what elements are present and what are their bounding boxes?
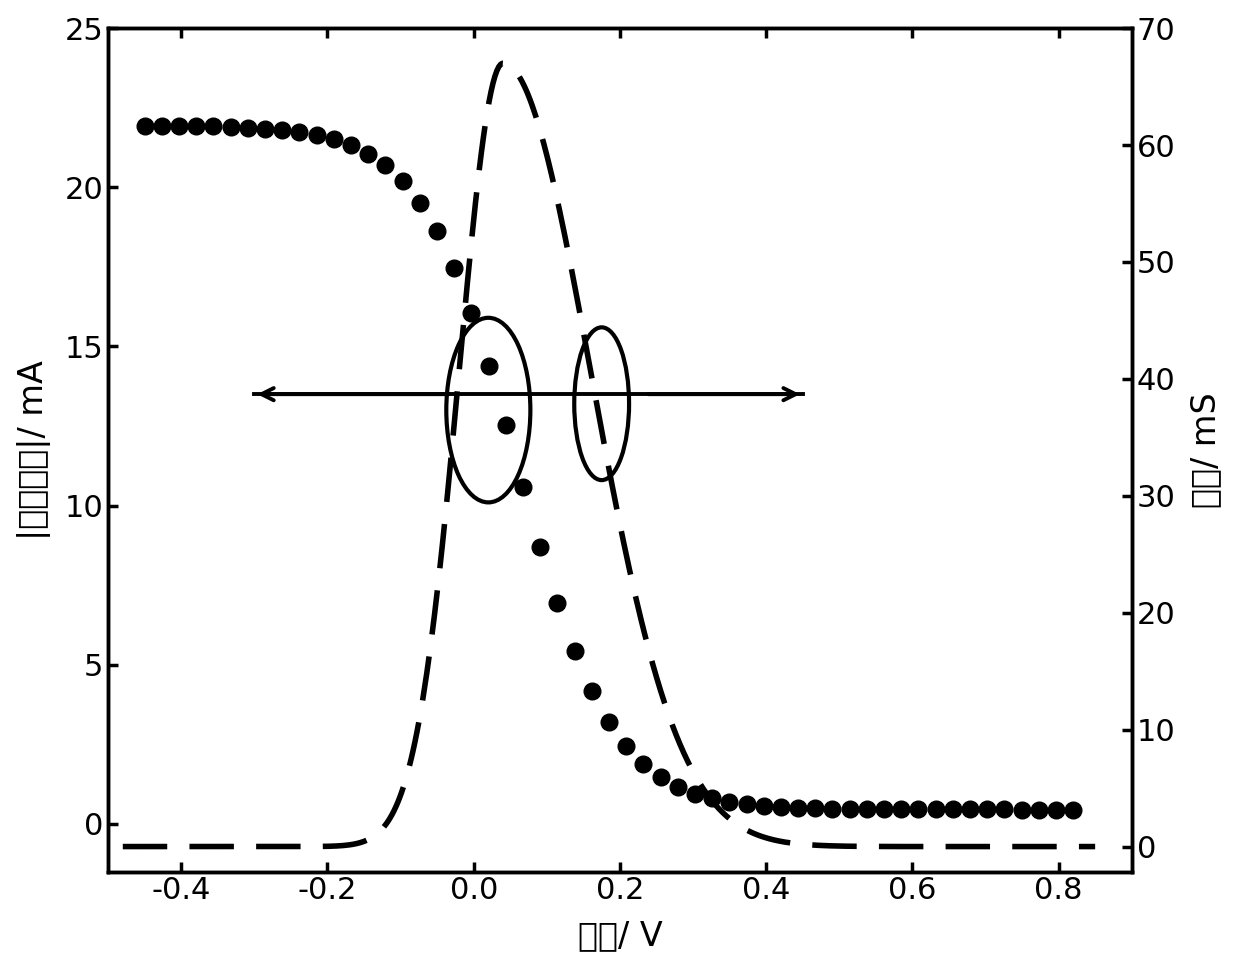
Y-axis label: |输出电流|/ mA: |输出电流|/ mA (16, 359, 51, 540)
Y-axis label: 跳导/ mS: 跳导/ mS (1189, 392, 1223, 508)
X-axis label: 栏压/ V: 栏压/ V (577, 920, 663, 953)
